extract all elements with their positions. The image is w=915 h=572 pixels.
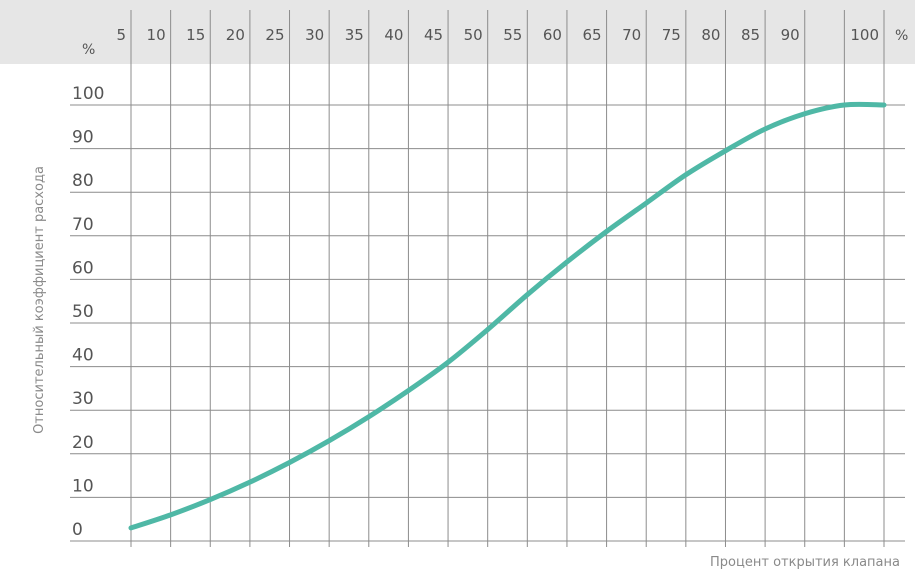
x-tick-label-25: 25 [265, 26, 284, 44]
x-tick-label-45: 45 [424, 26, 443, 44]
x-unit-left-label: % [82, 42, 95, 58]
x-tick-label-85: 85 [741, 26, 760, 44]
x-tick-label-90: 90 [781, 26, 800, 44]
y-tick-label-60: 60 [72, 258, 94, 278]
y-tick-label-80: 80 [72, 171, 94, 191]
x-tick-label-60: 60 [543, 26, 562, 44]
y-tick-labels: 0 10 20 30 40 50 60 70 80 90 100 [72, 84, 104, 540]
y-tick-label-10: 10 [72, 476, 94, 496]
x-tick-label-55: 55 [503, 26, 522, 44]
y-axis-title: Относительный коэффициент расхода [32, 166, 47, 434]
y-tick-label-20: 20 [72, 433, 94, 453]
series-layer [128, 101, 887, 531]
x-tick-label-30: 30 [305, 26, 324, 44]
x-tick-label-35: 35 [345, 26, 364, 44]
x-axis-header-band [0, 0, 915, 64]
x-tick-label-80: 80 [701, 26, 720, 44]
x-tick-label-15: 15 [186, 26, 205, 44]
y-tick-label-50: 50 [72, 302, 94, 322]
y-tick-label-70: 70 [72, 215, 94, 235]
x-tick-label-5: 5 [116, 26, 126, 44]
x-tick-label-10: 10 [147, 26, 166, 44]
y-tick-label-90: 90 [72, 128, 94, 148]
x-tick-labels: 5 10 15 20 25 30 35 40 45 50 55 60 65 70 75 80 85 90 100 [116, 26, 879, 44]
x-tick-label-50: 50 [464, 26, 483, 44]
y-tick-label-0: 0 [72, 520, 83, 540]
x-tick-label-20: 20 [226, 26, 245, 44]
chart-grid [70, 10, 905, 547]
series-line-0 [128, 101, 887, 531]
x-tick-label-40: 40 [384, 26, 403, 44]
y-tick-label-30: 30 [72, 389, 94, 409]
x-axis-title: Процент открытия клапана [710, 555, 900, 570]
x-tick-label-65: 65 [582, 26, 601, 44]
y-tick-label-100: 100 [72, 84, 104, 104]
x-tick-label-70: 70 [622, 26, 641, 44]
x-tick-label-75: 75 [662, 26, 681, 44]
x-tick-label-100: 100 [850, 26, 879, 44]
y-tick-label-40: 40 [72, 346, 94, 366]
x-unit-right-label: % [895, 28, 908, 44]
